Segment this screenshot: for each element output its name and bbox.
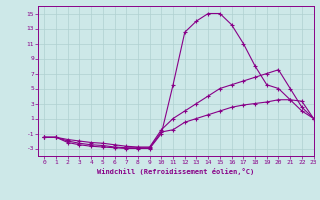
X-axis label: Windchill (Refroidissement éolien,°C): Windchill (Refroidissement éolien,°C) xyxy=(97,168,255,175)
